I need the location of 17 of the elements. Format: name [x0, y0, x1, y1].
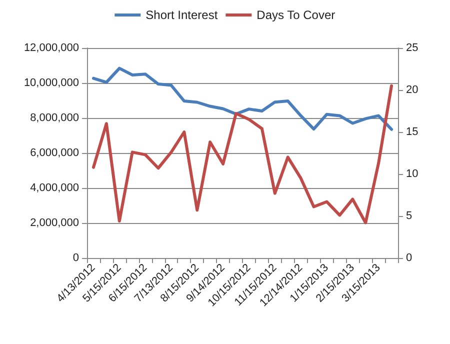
y-tick-label: 0 — [72, 252, 79, 264]
legend-label: Days To Cover — [256, 8, 336, 22]
y-tick-label: 6,000,000 — [30, 147, 79, 159]
y2-tick-label: 20 — [406, 84, 418, 96]
y-tick-label: 12,000,000 — [24, 42, 79, 54]
legend-label: Short Interest — [146, 8, 218, 22]
y-tick-label: 2,000,000 — [30, 217, 79, 229]
y2-tick-label: 10 — [406, 168, 418, 180]
y2-tick-label: 15 — [406, 126, 418, 138]
line-series — [92, 66, 394, 131]
line-series — [92, 84, 394, 224]
y-tick-label: 10,000,000 — [24, 77, 79, 89]
y-tick-label: 8,000,000 — [30, 112, 79, 124]
y2-tick-label: 25 — [406, 42, 418, 54]
y-tick-label: 4,000,000 — [30, 182, 79, 194]
y2-tick-label: 0 — [406, 252, 412, 264]
y2-tick-label: 5 — [406, 210, 412, 222]
